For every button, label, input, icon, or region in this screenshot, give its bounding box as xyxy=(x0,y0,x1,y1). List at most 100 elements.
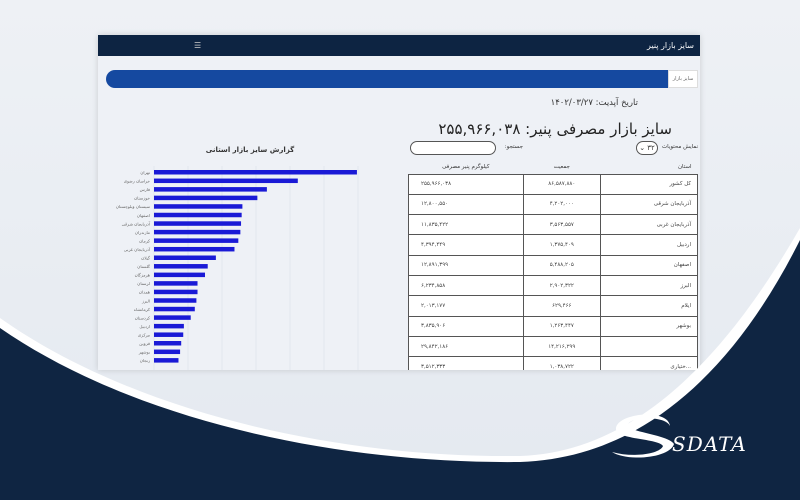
province-cell: آذربایجان شرقی xyxy=(600,193,698,216)
category-label: مازندران xyxy=(135,230,150,235)
logo-swoosh-icon xyxy=(612,414,674,458)
bar[interactable] xyxy=(154,187,267,192)
bar[interactable] xyxy=(154,264,208,269)
column-header-cheese-kg[interactable]: کیلوگرم پنیر مصرفی xyxy=(442,163,490,170)
province-cell: اردبیل xyxy=(600,234,698,256)
bar[interactable] xyxy=(154,170,357,175)
bar[interactable] xyxy=(154,221,242,226)
bar[interactable] xyxy=(154,229,241,235)
category-label: اصفهان xyxy=(137,213,150,218)
table-row: ایلام ۶۲۹,۴۶۶ ۲,۰۱۳,۱۷۷ xyxy=(408,295,698,317)
category-label: آذربایجان شرقی xyxy=(122,221,151,226)
cheese-kg-cell: ۱۱,۸۳۵,۴۲۲ xyxy=(408,214,524,236)
bar[interactable] xyxy=(154,332,184,337)
entries-value: ۳۲ xyxy=(647,144,655,152)
bar[interactable] xyxy=(154,341,182,346)
bar[interactable] xyxy=(154,178,298,184)
bar[interactable] xyxy=(154,204,243,209)
logo-text: SDATA xyxy=(672,432,747,456)
population-cell: ۳,۵۶۳,۵۵۷ xyxy=(522,214,602,236)
category-label: بوشهر xyxy=(138,350,150,355)
top-bar: سایز بازار پنیر ☰ xyxy=(98,35,700,56)
category-label: کرمانشاه xyxy=(134,307,150,312)
bar[interactable] xyxy=(154,195,258,201)
hamburger-icon[interactable]: ☰ xyxy=(194,41,202,50)
bar[interactable] xyxy=(154,289,198,295)
breadcrumb-item[interactable]: سایز بازار xyxy=(668,70,698,88)
table-row: ۱۴,۲۱۶,۲۹۹ ۲۹,۸۴۲,۱۸۶ xyxy=(408,335,698,358)
app-title: سایز بازار پنیر xyxy=(647,41,694,50)
search-label: جستجو: xyxy=(504,144,523,150)
bar[interactable] xyxy=(154,212,242,218)
breadcrumb-bar xyxy=(106,70,668,88)
update-date: تاریخ آپدیت: ۱۴۰۲/۰۳/۲۷ xyxy=(550,98,638,108)
cheese-kg-cell: ۲۵۵,۹۶۶,۰۳۸ xyxy=(408,173,524,195)
category-label: آذربایجان غربی xyxy=(124,247,151,252)
category-label: هرمزگان xyxy=(135,273,150,278)
chevron-down-icon: ⌄ xyxy=(639,144,646,152)
category-label: سیستان وبلوچستان xyxy=(116,204,151,209)
chart-title: گزارش سایز بازار استانی xyxy=(206,145,295,154)
category-label: لرستان xyxy=(137,281,150,286)
province-cell: کل کشور xyxy=(600,173,698,195)
category-label: خوزستان xyxy=(134,196,150,201)
province-cell: اصفهان xyxy=(600,254,698,276)
bar[interactable] xyxy=(154,315,191,320)
table-row: کل کشور ۸۶,۵۸۷,۸۸۰ ۲۵۵,۹۶۶,۰۳۸ xyxy=(408,173,698,195)
category-label: همدان xyxy=(139,290,150,295)
cheese-kg-cell: ۳,۵۱۲,۳۳۳ xyxy=(408,356,524,370)
province-cell xyxy=(600,335,698,358)
page-title: سایز بازار مصرفی پنیر: ۲۵۵,۹۶۶,۰۳۸ xyxy=(438,120,672,138)
category-label: فارس xyxy=(140,187,150,192)
bar[interactable] xyxy=(154,238,239,243)
population-cell: ۶۲۹,۴۶۶ xyxy=(522,295,602,317)
population-cell: ۸۶,۵۸۷,۸۸۰ xyxy=(522,173,602,195)
entries-select[interactable]: ۳۲ ⌄ xyxy=(636,141,658,155)
table-controls: نمایش محتویات ۳۲ ⌄ جستجو: xyxy=(408,141,698,157)
table-row: اصفهان ۵,۴۸۸,۲۰۵ ۱۲,۸۹۱,۳۹۹ xyxy=(408,254,698,276)
province-cell: البرز xyxy=(600,274,698,297)
category-label: گلستان xyxy=(137,264,150,269)
province-cell: ...ختیاری xyxy=(600,356,698,370)
population-cell: ۱,۰۳۸,۷۲۲ xyxy=(522,356,602,370)
category-label: تهران xyxy=(140,170,150,175)
province-cell: آذربایجان غربی xyxy=(600,214,698,236)
bar[interactable] xyxy=(154,298,197,303)
category-label: خراسان رضوی xyxy=(124,179,151,184)
category-label: مرکزی xyxy=(138,332,150,337)
category-label: کرمان xyxy=(139,238,150,243)
category-label: قزوین xyxy=(139,341,150,346)
column-header-population[interactable]: جمعیت xyxy=(553,163,570,170)
sdata-logo: SDATA xyxy=(608,408,768,468)
category-label: گیلان xyxy=(141,256,150,261)
table-row: آذربایجان غربی ۳,۵۶۳,۵۵۷ ۱۱,۸۳۵,۴۲۲ xyxy=(408,214,698,236)
breadcrumb: سایز بازار xyxy=(106,70,698,88)
data-table: استان جمعیت کیلوگرم پنیر مصرفی کل کشور ۸۶… xyxy=(408,160,698,370)
table-row: البرز ۲,۹۰۲,۳۲۲ ۶,۲۳۴,۸۵۸ xyxy=(408,274,698,297)
cheese-kg-cell: ۱۲,۸۹۱,۳۹۹ xyxy=(408,254,524,276)
search-input[interactable] xyxy=(410,141,496,155)
show-entries-label: نمایش محتویات xyxy=(661,144,698,150)
cheese-kg-cell: ۱۲,۸۰۰,۵۵۰ xyxy=(408,193,524,216)
category-label: البرز xyxy=(141,298,150,303)
bar[interactable] xyxy=(154,358,179,363)
bar[interactable] xyxy=(154,281,198,286)
column-header-province[interactable]: استان xyxy=(677,163,692,170)
province-bar-chart: گزارش سایز بازار استانی تهران خراسان رضوی ف… xyxy=(116,145,359,370)
category-label: زنجان xyxy=(140,358,150,363)
category-label: کردستان xyxy=(135,315,150,320)
bar[interactable] xyxy=(154,255,216,261)
app-window: سایز بازار پنیر ☰ سایز بازار تاریخ آپدیت… xyxy=(98,35,700,370)
bar[interactable] xyxy=(154,272,205,278)
bar[interactable] xyxy=(154,306,195,312)
category-label: اردبیل xyxy=(139,324,150,329)
table-row: ...ختیاری ۱,۰۳۸,۷۲۲ ۳,۵۱۲,۳۳۳ xyxy=(408,356,698,370)
bar[interactable] xyxy=(154,323,184,329)
bar[interactable] xyxy=(154,246,235,252)
bar[interactable] xyxy=(154,349,181,355)
province-cell: بوشهر xyxy=(600,315,698,337)
population-cell: ۲,۹۰۲,۳۲۲ xyxy=(522,274,602,297)
province-cell: ایلام xyxy=(600,295,698,317)
population-cell: ۱,۲۶۳,۴۴۷ xyxy=(522,315,602,337)
